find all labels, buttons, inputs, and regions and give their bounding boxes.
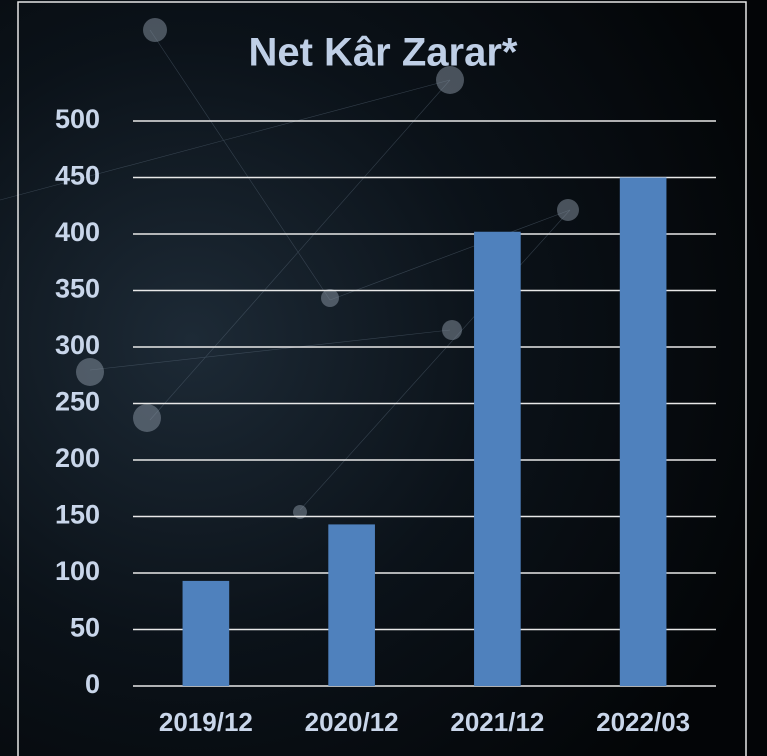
x-tick-label: 2019/12	[159, 707, 253, 737]
bar	[474, 232, 521, 686]
x-tick-label: 2021/12	[450, 707, 544, 737]
chart: Net Kâr Zarar* 0 50 100 150 200 250 300 350 400 4…	[0, 0, 767, 756]
y-tick-label: 400	[55, 217, 100, 247]
y-tick-label: 300	[55, 330, 100, 360]
bar	[620, 178, 667, 687]
y-tick-label: 100	[55, 556, 100, 586]
y-tick-label: 50	[70, 613, 100, 643]
page: {"chart_data": {"type": "bar", "title": …	[0, 0, 767, 756]
x-tick-label: 2020/12	[305, 707, 399, 737]
chart-title: Net Kâr Zarar*	[248, 31, 517, 75]
bar	[183, 581, 230, 686]
x-tick-label: 2022/03	[596, 707, 690, 737]
y-tick-label: 450	[55, 161, 100, 191]
y-tick-label: 500	[55, 104, 100, 134]
y-tick-label: 200	[55, 443, 100, 473]
y-tick-label: 150	[55, 500, 100, 530]
bar	[328, 524, 375, 686]
y-tick-label: 250	[55, 387, 100, 417]
y-tick-label: 0	[85, 669, 100, 699]
y-tick-label: 350	[55, 274, 100, 304]
